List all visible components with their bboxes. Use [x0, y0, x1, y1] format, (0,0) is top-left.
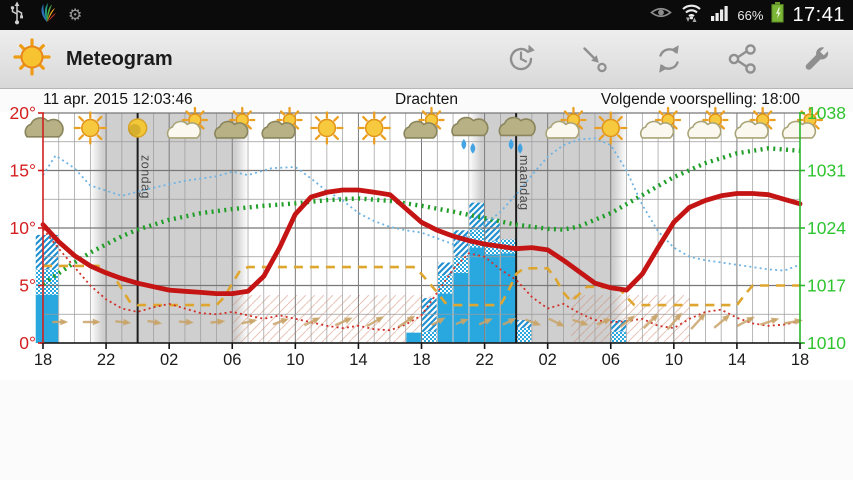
- chart-header: 11 apr. 2015 12:03:46 Drachten Volgende …: [0, 88, 853, 112]
- svg-text:20°: 20°: [10, 103, 36, 123]
- next-forecast-label: Volgende voorspelling: 18:00: [600, 91, 800, 108]
- svg-text:14: 14: [728, 351, 746, 369]
- pick-location-button[interactable]: [575, 39, 615, 79]
- update-history-button[interactable]: [501, 39, 541, 79]
- svg-text:1010: 1010: [807, 333, 846, 353]
- gear-icon: ⚙: [68, 5, 83, 24]
- svg-text:02: 02: [538, 351, 556, 369]
- status-clock: 17:41: [792, 3, 845, 26]
- red-dotted-line: [42, 228, 801, 332]
- refresh-button[interactable]: [649, 39, 689, 79]
- svg-text:22: 22: [475, 351, 493, 369]
- app-sun-icon: [12, 37, 52, 82]
- svg-text:1031: 1031: [807, 161, 846, 181]
- temperature-line: [40, 187, 803, 296]
- svg-text:10: 10: [286, 351, 304, 369]
- meteogram-chart[interactable]: zondag maandag0°5°10°15°20°10101017102410…: [0, 88, 853, 380]
- svg-text:5°: 5°: [19, 276, 36, 296]
- svg-text:zondag: zondag: [139, 155, 153, 199]
- svg-text:06: 06: [223, 351, 241, 369]
- svg-text:10°: 10°: [10, 218, 36, 238]
- share-button[interactable]: [723, 39, 763, 79]
- eye-icon: [650, 4, 673, 26]
- usb-icon: [8, 1, 26, 30]
- svg-text:1038: 1038: [807, 103, 846, 123]
- location-name: Drachten: [395, 91, 458, 108]
- status-bar-right: 66% 17:41: [650, 2, 853, 28]
- status-bar-left: ⚙: [0, 1, 82, 30]
- svg-text:0°: 0°: [19, 333, 36, 353]
- svg-text:06: 06: [602, 351, 620, 369]
- wifi-icon: [680, 2, 703, 28]
- app-logo-icon: [37, 2, 57, 29]
- svg-text:14: 14: [349, 351, 367, 369]
- svg-text:18: 18: [34, 351, 52, 369]
- toolbar-actions: [501, 39, 837, 79]
- battery-icon: [771, 2, 785, 28]
- svg-text:18: 18: [791, 351, 809, 369]
- svg-text:10: 10: [665, 351, 683, 369]
- signal-icon: [711, 4, 729, 26]
- wind-arrows: [52, 312, 803, 331]
- forecast-timestamp: 11 apr. 2015 12:03:46: [43, 91, 193, 108]
- status-bar: ⚙: [0, 0, 853, 30]
- svg-text:02: 02: [160, 351, 178, 369]
- weather-icons: [24, 106, 824, 154]
- svg-text:1024: 1024: [807, 218, 846, 238]
- app-toolbar: Meteogram: [0, 30, 853, 89]
- page-title: Meteogram: [66, 47, 173, 70]
- svg-text:22: 22: [97, 351, 115, 369]
- svg-text:15°: 15°: [10, 161, 36, 181]
- svg-text:18: 18: [412, 351, 430, 369]
- settings-wrench-button[interactable]: [797, 39, 837, 79]
- svg-text:1017: 1017: [807, 276, 846, 296]
- battery-percent: 66%: [737, 7, 764, 23]
- svg-text:maandag: maandag: [517, 155, 531, 211]
